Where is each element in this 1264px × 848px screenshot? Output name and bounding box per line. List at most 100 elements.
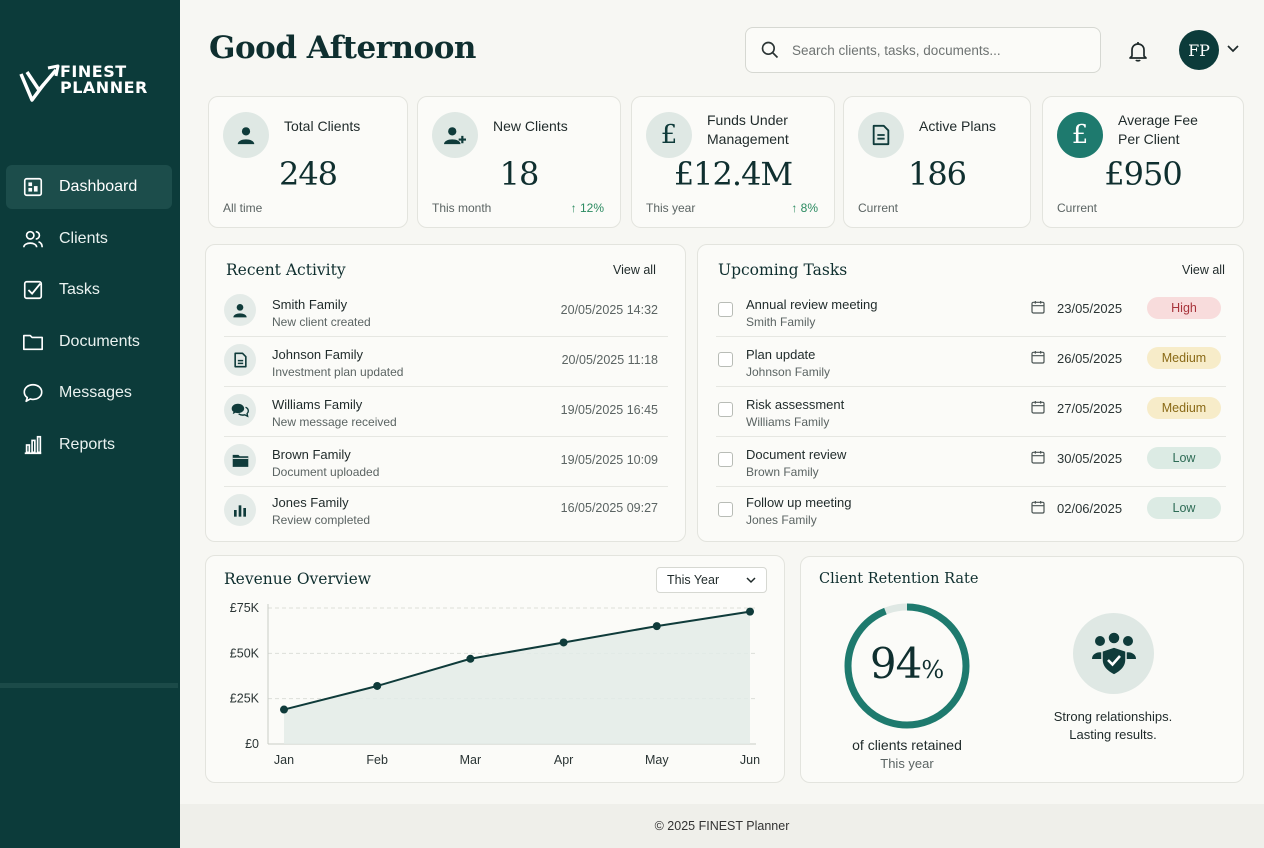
stat-value: 248 xyxy=(278,155,338,193)
task-row[interactable]: Plan update Johnson Family 26/05/2025 Me… xyxy=(716,337,1226,387)
stat-icon-bg: £ xyxy=(1057,112,1103,158)
logo-line1: FINEST xyxy=(60,62,127,81)
stat-value: 18 xyxy=(499,155,540,193)
task-checkbox[interactable] xyxy=(718,452,733,467)
revenue-area xyxy=(284,611,750,744)
stat-icon-bg: £ xyxy=(646,112,692,158)
data-point xyxy=(652,622,661,631)
task-row[interactable]: Risk assessment Williams Family 27/05/20… xyxy=(716,387,1226,437)
bell-icon[interactable] xyxy=(1126,39,1150,63)
task-date: 02/06/2025 xyxy=(1057,501,1123,516)
task-checkbox[interactable] xyxy=(718,302,733,317)
period-select[interactable]: This Year xyxy=(656,567,767,593)
sidebar-item-label: Clients xyxy=(59,229,108,247)
calendar-icon xyxy=(1031,451,1045,464)
data-point xyxy=(373,681,382,690)
list-item[interactable]: Jones Family Review completed 16/05/2025… xyxy=(224,487,668,537)
list-item[interactable]: Williams Family New message received 19/… xyxy=(224,387,668,437)
sidebar-item-documents[interactable]: Documents xyxy=(6,320,172,364)
client-retention-panel: Client Retention Rate 94% of clients ret… xyxy=(800,556,1244,783)
task-title: Plan update xyxy=(746,347,816,362)
retention-tagline-2: Lasting results. xyxy=(1069,727,1157,742)
task-row[interactable]: Follow up meeting Jones Family 02/06/202… xyxy=(716,487,1226,537)
sidebar-item-label: Tasks xyxy=(59,281,100,298)
task-checkbox[interactable] xyxy=(718,352,733,367)
search-input[interactable] xyxy=(792,42,1092,58)
task-row[interactable]: Annual review meeting Smith Family 23/05… xyxy=(716,287,1226,337)
priority-badge: Medium xyxy=(1147,397,1221,419)
retention-ring xyxy=(844,603,970,729)
stat-value: £12.4M xyxy=(673,155,793,193)
panel-title: Recent Activity xyxy=(226,261,346,279)
stat-icon-bg xyxy=(432,112,478,158)
pound-icon: £ xyxy=(1071,120,1089,150)
logo-line2: PLANNER xyxy=(60,78,148,97)
retention-value: 94% xyxy=(840,639,974,688)
logo-icon xyxy=(19,64,60,102)
priority-badge: Medium xyxy=(1147,347,1221,369)
activity-icon-bg xyxy=(224,394,256,426)
recent-activity-panel: Recent Activity View all Smith Family Ne… xyxy=(205,244,686,542)
task-sub: Williams Family xyxy=(746,415,830,429)
activity-sub: Investment plan updated xyxy=(272,365,404,379)
activity-icon-bg xyxy=(224,444,256,476)
stat-icon-bg xyxy=(223,112,269,158)
sidebar-nav: Dashboard Clients Tasks Documents Messag… xyxy=(6,165,172,474)
stat-card-funds: £ Funds Under Management £12.4M This yea… xyxy=(631,96,835,228)
chevron-down-icon xyxy=(746,577,756,584)
chevron-down-icon[interactable] xyxy=(1227,44,1239,54)
activity-title: Johnson Family xyxy=(272,347,364,362)
retention-period: This year xyxy=(880,756,934,771)
stat-label: Total Clients xyxy=(284,118,361,134)
sidebar-item-clients[interactable]: Clients xyxy=(6,217,172,261)
stat-sub: All time xyxy=(223,201,263,215)
user-icon xyxy=(233,304,247,318)
chat-icon xyxy=(23,383,43,403)
task-sub: Jones Family xyxy=(746,513,817,527)
view-all-activity-link[interactable]: View all xyxy=(613,263,656,277)
calendar-icon xyxy=(1031,501,1045,514)
x-tick-label: May xyxy=(645,753,669,767)
checkbox-icon xyxy=(23,280,43,300)
task-checkbox[interactable] xyxy=(718,402,733,417)
task-sub: Johnson Family xyxy=(746,365,831,379)
activity-time: 16/05/2025 09:27 xyxy=(560,501,658,515)
sidebar-item-label: Documents xyxy=(59,332,140,350)
stat-label: Average Fee Per Client xyxy=(1118,112,1198,147)
stat-value: £950 xyxy=(1104,155,1182,193)
logo[interactable]: FINEST PLANNER xyxy=(18,62,168,108)
stat-card-active-plans: Active Plans 186 Current xyxy=(843,96,1031,228)
task-row[interactable]: Document review Brown Family 30/05/2025 … xyxy=(716,437,1226,487)
search-icon xyxy=(761,41,779,59)
task-sub: Brown Family xyxy=(746,465,819,479)
x-tick-label: Apr xyxy=(554,753,573,767)
list-item[interactable]: Smith Family New client created 20/05/20… xyxy=(224,287,668,337)
retention-caption: of clients retained xyxy=(852,737,962,753)
list-item[interactable]: Johnson Family Investment plan updated 2… xyxy=(224,337,668,387)
priority-badge: Low xyxy=(1147,497,1221,519)
task-sub: Smith Family xyxy=(746,315,816,329)
calendar-icon xyxy=(1031,401,1045,414)
list-item[interactable]: Brown Family Document uploaded 19/05/202… xyxy=(224,437,668,487)
sidebar-item-dashboard[interactable]: Dashboard xyxy=(6,165,172,209)
y-tick-label: £0 xyxy=(245,737,259,751)
search-box[interactable] xyxy=(745,27,1101,73)
team-shield-icon xyxy=(1091,630,1136,676)
sidebar-item-label: Dashboard xyxy=(59,178,138,195)
stat-delta: ↑ 12% xyxy=(570,201,604,215)
dashboard-icon xyxy=(23,177,43,197)
stat-sub: Current xyxy=(1057,201,1098,215)
stat-card-average-fee: £ Average Fee Per Client £950 Current xyxy=(1042,96,1244,228)
sidebar-item-messages[interactable]: Messages xyxy=(6,371,172,415)
task-checkbox[interactable] xyxy=(718,502,733,517)
user-icon xyxy=(237,127,255,145)
sidebar-item-reports[interactable]: Reports xyxy=(6,423,172,467)
sidebar-divider xyxy=(0,683,178,688)
folder-icon xyxy=(232,454,248,467)
task-date: 23/05/2025 xyxy=(1057,301,1123,316)
sidebar-item-tasks[interactable]: Tasks xyxy=(6,268,172,312)
footer-text: © 2025 FINEST Planner xyxy=(654,819,790,833)
task-title: Document review xyxy=(746,447,847,462)
avatar[interactable]: FP xyxy=(1179,30,1219,70)
view-all-tasks-link[interactable]: View all xyxy=(1182,263,1225,277)
